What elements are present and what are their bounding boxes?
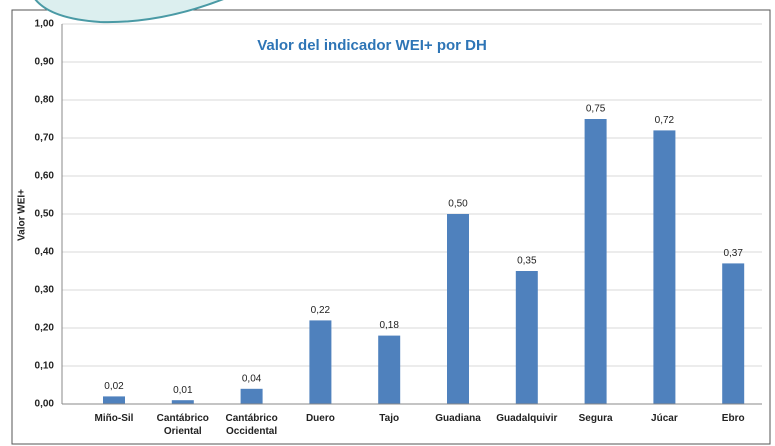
data-label: 0,02 [104,381,124,392]
bar [378,335,401,404]
y-tick-label: 0,60 [35,171,55,182]
data-label: 0,50 [448,199,468,210]
data-label: 0,18 [379,320,399,331]
data-label: 0,04 [242,373,262,384]
bar [447,214,469,404]
bar [240,388,263,404]
y-tick-label: 0,20 [35,323,55,334]
x-tick-label: Cantábrico Occidental [225,413,278,437]
y-tick-label: 0,00 [35,399,55,410]
chart-title: Valor del indicador WEI+ por DH [257,37,487,54]
data-label: 0,72 [655,115,675,126]
x-tick-label: Miño-Sil [94,413,134,424]
y-axis-label: Valor WEI+ [17,189,28,241]
data-label: 0,75 [586,104,606,115]
x-tick-label: Guadiana [435,413,481,424]
data-label: 0,35 [517,256,537,267]
bar [171,400,194,404]
y-tick-label: 0,40 [35,247,55,258]
x-tick-label: Duero [305,413,335,424]
y-tick-label: 1,00 [35,19,55,30]
y-tick-label: 0,70 [35,133,55,144]
x-tick-label: Guadalquivir [496,413,558,424]
bar [584,119,607,404]
y-tick-label: 0,50 [35,209,55,220]
data-label: 0,01 [173,385,193,396]
bar [103,396,125,404]
y-tick-label: 0,30 [35,285,55,296]
x-tick-label: Cantábrico Oriental [156,413,209,437]
y-tick-label: 0,90 [35,57,55,68]
y-tick-label: 0,80 [35,95,55,106]
data-label: 0,22 [311,305,331,316]
data-label: 0,37 [723,248,743,259]
decoration [34,0,224,24]
x-tick-label: Tajo [379,413,400,424]
x-tick-label: Segura [578,413,613,424]
bar [309,320,332,404]
y-tick-label: 0,10 [35,361,55,372]
bar [515,271,538,404]
bar [722,263,745,404]
x-tick-label: Júcar [651,413,678,424]
bar [653,130,676,404]
x-tick-label: Ebro [721,413,745,424]
